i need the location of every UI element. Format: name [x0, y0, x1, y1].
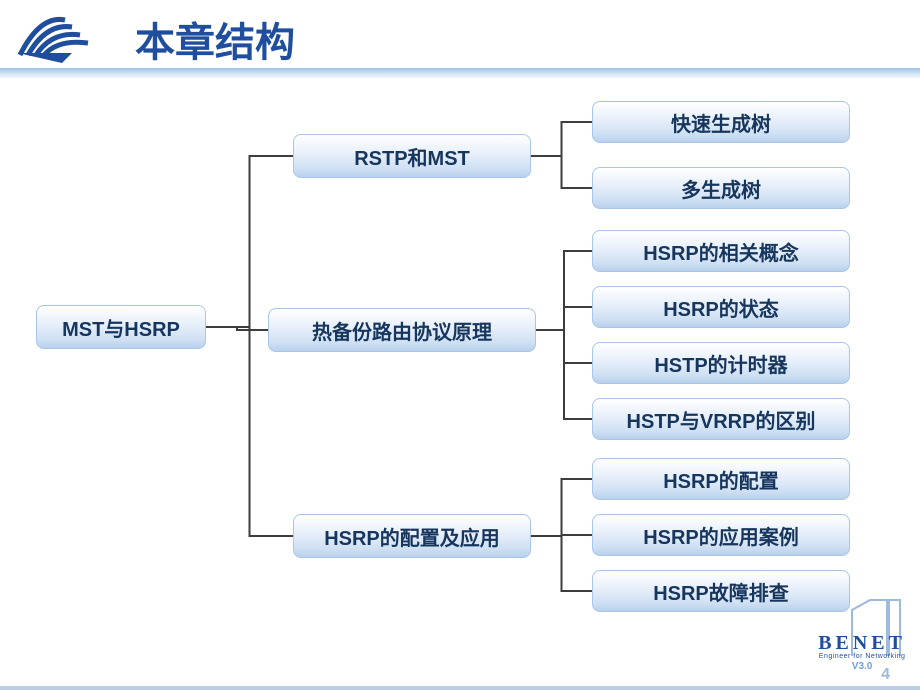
structure-diagram: MST与HSRP RSTP和MST 热备份路由协议原理 HSRP的配置及应用 快速生成树… [0, 90, 920, 630]
footer-subtitle: Engineer for Networking [818, 653, 906, 660]
node-l21: HSRP的相关概念 [592, 230, 850, 272]
node-l22: HSRP的状态 [592, 286, 850, 328]
slide-header: 本章结构 [0, 0, 920, 76]
node-l33: HSRP故障排查 [592, 570, 850, 612]
node-n2: 热备份路由协议原理 [268, 308, 536, 352]
node-l31: HSRP的配置 [592, 458, 850, 500]
bottom-edge [0, 686, 920, 690]
node-l23: HSTP的计时器 [592, 342, 850, 384]
node-n1: RSTP和MST [293, 134, 531, 178]
node-l12: 多生成树 [592, 167, 850, 209]
node-n3: HSRP的配置及应用 [293, 514, 531, 558]
node-l24: HSTP与VRRP的区别 [592, 398, 850, 440]
node-root: MST与HSRP [36, 305, 206, 349]
node-l11: 快速生成树 [592, 101, 850, 143]
header-divider [0, 68, 920, 78]
page-title: 本章结构 [135, 10, 295, 68]
footer-version: V3.0 [818, 661, 906, 672]
node-l32: HSRP的应用案例 [592, 514, 850, 556]
page-number: 4 [881, 666, 890, 684]
footer-brand: BENET [818, 632, 906, 655]
logo-icon [10, 5, 110, 65]
footer-logo: BENET Engineer for Networking V3.0 [818, 632, 906, 672]
